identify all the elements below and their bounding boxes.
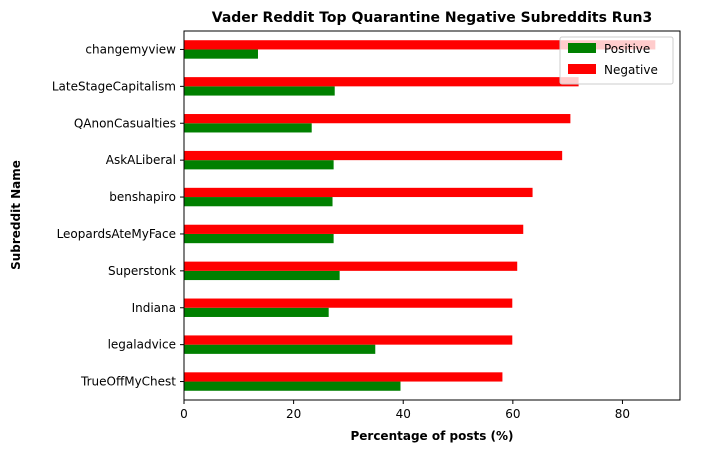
y-tick-label-leopardsatemyface: LeopardsAteMyFace bbox=[57, 227, 176, 241]
bar-negative-latestagecapitalism bbox=[184, 77, 579, 87]
bar-positive-legaladvice bbox=[184, 344, 376, 354]
y-axis-ticks: changemyview LateStageCapitalism QAnonCasu… bbox=[52, 42, 184, 389]
x-tick-label-80: 80 bbox=[615, 407, 630, 421]
y-tick-label-changemyview: changemyview bbox=[85, 42, 176, 56]
x-tick-label-40: 40 bbox=[396, 407, 411, 421]
bar-positive-benshapiro bbox=[184, 197, 333, 207]
bar-negative-benshapiro bbox=[184, 187, 533, 198]
legend-label-positive: Positive bbox=[604, 42, 650, 56]
bar-positive-askaliberal bbox=[184, 160, 334, 170]
y-tick-label-trueoffmychest: TrueOffMyChest bbox=[80, 375, 176, 389]
bar-positive-qanoncasualties bbox=[184, 123, 312, 133]
bar-negative-qanoncasualties bbox=[184, 114, 571, 124]
bar-negative-superstonk bbox=[184, 261, 518, 271]
y-tick-label-superstonk: Superstonk bbox=[108, 264, 176, 278]
legend-label-negative: Negative bbox=[604, 63, 658, 77]
bar-positive-indiana bbox=[184, 307, 329, 317]
x-axis-ticks: 0 20 40 60 80 bbox=[180, 400, 630, 421]
legend-swatch-negative bbox=[568, 64, 596, 74]
bar-negative-askaliberal bbox=[184, 150, 563, 161]
plot-frame bbox=[183, 30, 681, 401]
bar-positive-trueoffmychest bbox=[184, 381, 401, 391]
y-tick-label-benshapiro: benshapiro bbox=[109, 190, 176, 204]
y-tick-label-latestagecapitalism: LateStageCapitalism bbox=[52, 79, 176, 93]
y-tick-label-indiana: Indiana bbox=[132, 301, 176, 315]
y-tick-label-qanoncasualties: QAnonCasualties bbox=[74, 116, 176, 130]
bar-negative-changemyview bbox=[184, 40, 656, 50]
bar-positive-superstonk bbox=[184, 270, 340, 281]
x-tick-label-0: 0 bbox=[180, 407, 188, 421]
chart-title: Vader Reddit Top Quarantine Negative Sub… bbox=[212, 10, 653, 26]
bar-negative-legaladvice bbox=[184, 335, 513, 345]
x-axis-label: Percentage of posts (%) bbox=[350, 429, 513, 443]
legend-swatch-positive bbox=[568, 43, 596, 53]
bar-negative-trueoffmychest bbox=[184, 372, 503, 382]
legend: Positive Negative bbox=[559, 36, 674, 85]
y-tick-label-legaladvice: legaladvice bbox=[108, 338, 176, 352]
bar-negative-indiana bbox=[184, 298, 513, 308]
y-tick-label-askaliberal: AskALiberal bbox=[106, 153, 176, 167]
x-tick-label-60: 60 bbox=[505, 407, 520, 421]
bar-positive-leopardsatemyface bbox=[184, 233, 334, 244]
bar-positive-changemyview bbox=[184, 49, 258, 59]
bar-positive-latestagecapitalism bbox=[184, 86, 335, 96]
x-tick-label-20: 20 bbox=[286, 407, 301, 421]
bars-group bbox=[184, 40, 656, 391]
y-axis-label: Subreddit Name bbox=[9, 160, 23, 270]
bar-negative-leopardsatemyface bbox=[184, 224, 524, 234]
